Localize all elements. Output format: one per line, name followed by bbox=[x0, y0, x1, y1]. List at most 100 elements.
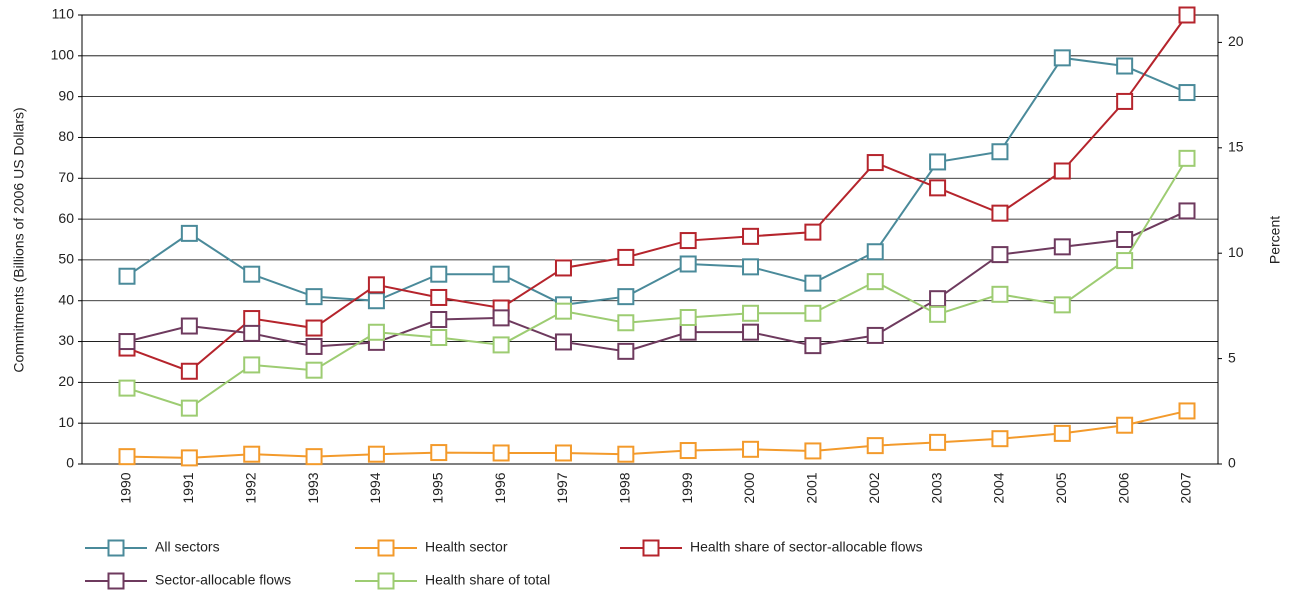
marker bbox=[617, 288, 635, 306]
marker bbox=[1178, 149, 1196, 167]
legend-marker bbox=[377, 539, 395, 557]
x-tick-label: 1998 bbox=[617, 472, 633, 503]
marker bbox=[243, 356, 261, 374]
x-tick-label: 2001 bbox=[804, 472, 820, 503]
marker bbox=[492, 336, 510, 354]
marker bbox=[430, 329, 448, 347]
legend-label: Health sector bbox=[425, 539, 508, 555]
marker bbox=[367, 276, 385, 294]
series-line bbox=[126, 210, 1188, 353]
marker bbox=[991, 143, 1009, 161]
x-tick-label: 2006 bbox=[1115, 472, 1131, 503]
marker bbox=[929, 153, 947, 171]
x-tick-label: 1995 bbox=[429, 472, 445, 503]
marker bbox=[617, 248, 635, 266]
y-tick-label: 40 bbox=[58, 291, 74, 307]
y2-axis-title: Percent bbox=[1267, 216, 1283, 264]
marker bbox=[1178, 84, 1196, 102]
x-tick-label: 2000 bbox=[741, 472, 757, 503]
marker bbox=[804, 442, 822, 460]
legend-label: Sector-allocable flows bbox=[155, 572, 291, 588]
y-tick-label: 50 bbox=[58, 251, 74, 267]
y-tick-label: 70 bbox=[58, 169, 74, 185]
marker bbox=[118, 448, 136, 466]
marker bbox=[991, 285, 1009, 303]
marker bbox=[742, 258, 760, 276]
marker bbox=[742, 440, 760, 458]
x-tick-label: 1992 bbox=[242, 472, 258, 503]
y2-tick-label: 15 bbox=[1228, 139, 1244, 155]
x-tick-label: 1996 bbox=[492, 472, 508, 503]
marker bbox=[180, 224, 198, 242]
series-line bbox=[126, 14, 1188, 373]
marker bbox=[679, 323, 697, 341]
marker bbox=[617, 314, 635, 332]
marker bbox=[554, 259, 572, 277]
marker bbox=[1053, 424, 1071, 442]
marker bbox=[679, 255, 697, 273]
x-tick-label: 1999 bbox=[679, 472, 695, 503]
marker bbox=[305, 448, 323, 466]
marker bbox=[991, 430, 1009, 448]
y-tick-label: 110 bbox=[52, 6, 75, 22]
marker bbox=[804, 304, 822, 322]
marker bbox=[180, 362, 198, 380]
legend-label: Health share of total bbox=[425, 572, 550, 588]
marker bbox=[1116, 92, 1134, 110]
marker bbox=[1116, 252, 1134, 270]
marker bbox=[118, 333, 136, 351]
marker bbox=[554, 333, 572, 351]
marker bbox=[804, 337, 822, 355]
marker bbox=[243, 265, 261, 283]
x-tick-label: 1990 bbox=[118, 472, 134, 503]
marker bbox=[430, 311, 448, 329]
marker bbox=[492, 265, 510, 283]
marker bbox=[243, 445, 261, 463]
y-axis-title: Commitments (Billions of 2006 US Dollars… bbox=[11, 107, 27, 372]
marker bbox=[679, 232, 697, 250]
marker bbox=[367, 445, 385, 463]
y2-tick-label: 10 bbox=[1228, 244, 1244, 260]
series-line bbox=[126, 409, 1188, 459]
x-tick-label: 2002 bbox=[866, 472, 882, 503]
marker bbox=[430, 444, 448, 462]
marker bbox=[742, 323, 760, 341]
marker bbox=[866, 326, 884, 344]
x-tick-label: 2004 bbox=[991, 472, 1007, 503]
marker bbox=[118, 379, 136, 397]
y2-tick-label: 0 bbox=[1228, 455, 1236, 471]
y2-tick-label: 20 bbox=[1228, 33, 1244, 49]
y-tick-label: 100 bbox=[51, 47, 75, 63]
marker bbox=[305, 337, 323, 355]
marker bbox=[1116, 231, 1134, 248]
series-line bbox=[126, 56, 1188, 306]
marker bbox=[305, 288, 323, 306]
y-tick-label: 60 bbox=[58, 210, 74, 226]
legend-label: All sectors bbox=[155, 539, 220, 555]
marker bbox=[118, 267, 136, 285]
marker bbox=[929, 290, 947, 308]
marker bbox=[367, 323, 385, 341]
marker bbox=[1053, 49, 1071, 67]
marker bbox=[367, 292, 385, 310]
marker bbox=[679, 442, 697, 460]
marker bbox=[929, 179, 947, 197]
marker bbox=[430, 288, 448, 306]
marker bbox=[305, 361, 323, 379]
marker bbox=[929, 305, 947, 323]
y2-tick-label: 5 bbox=[1228, 349, 1236, 365]
marker bbox=[804, 274, 822, 292]
marker bbox=[430, 265, 448, 283]
marker bbox=[991, 246, 1009, 264]
x-tick-label: 1991 bbox=[180, 472, 196, 503]
marker bbox=[1178, 202, 1196, 220]
legend-marker bbox=[377, 572, 395, 590]
marker bbox=[180, 399, 198, 417]
marker bbox=[866, 437, 884, 455]
marker bbox=[1116, 57, 1134, 75]
marker bbox=[180, 449, 198, 467]
plot-frame bbox=[81, 14, 1219, 465]
y-tick-label: 80 bbox=[58, 128, 74, 144]
y-tick-label: 20 bbox=[58, 373, 74, 389]
